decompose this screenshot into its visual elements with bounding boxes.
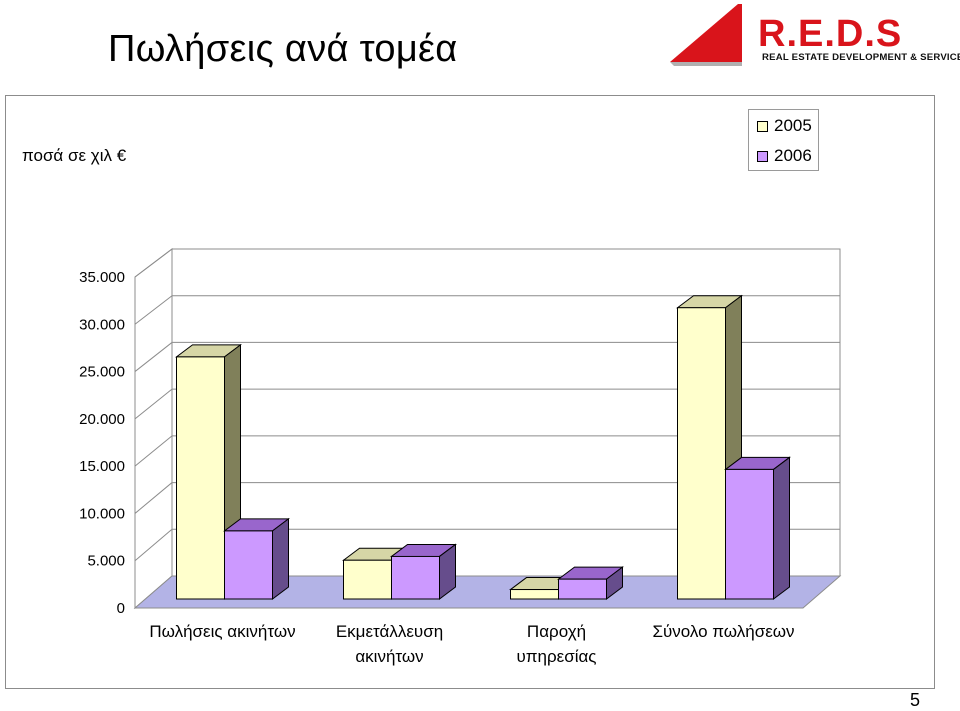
page-title: Πωλήσεις ανά τομέα (108, 28, 458, 70)
bar-2006-0 (224, 530, 273, 600)
gridline-side (134, 435, 173, 467)
x-category-label: Παροχή (527, 622, 586, 641)
gridline-side (134, 482, 173, 514)
bar-2006-3 (725, 468, 774, 600)
x-category-label: Σύνολο πωλήσεων (652, 622, 794, 641)
svg-text:REAL ESTATE DEVELOPMENT & SERV: REAL ESTATE DEVELOPMENT & SERVICES (762, 52, 960, 63)
logo-lettering: R.E.D.S REAL ESTATE DEVELOPMENT & SERVIC… (758, 13, 960, 63)
bar-side-2006-3 (773, 456, 790, 600)
chart-frame (5, 95, 935, 689)
reds-logo: R.E.D.S REAL ESTATE DEVELOPMENT & SERVIC… (670, 2, 960, 68)
y-tick-label: 0 (117, 600, 125, 617)
gridline-side (134, 342, 173, 372)
y-tick-label: 30.000 (79, 316, 125, 333)
legend-label-2005: 2005 (774, 116, 812, 135)
bar-2006-1 (391, 555, 440, 600)
x-category-label: Πωλήσεις ακινήτων (149, 622, 295, 641)
bar-2006-2 (558, 578, 607, 600)
gridline-side (134, 295, 173, 325)
legend-label-2006: 2006 (774, 146, 812, 165)
y-tick-label: 5.000 (87, 553, 125, 570)
logo-red-triangle (670, 4, 742, 62)
svg-text:R.E.D.S: R.E.D.S (758, 13, 902, 55)
y-tick-label: 20.000 (79, 411, 125, 428)
y-tick-label: 10.000 (79, 505, 125, 522)
x-category-label: υπηρεσίας (516, 647, 596, 666)
legend-swatch-2005 (757, 120, 768, 132)
legend-item-2005: 2005 (757, 116, 812, 136)
x-category-label: ακινήτων (355, 647, 423, 666)
legend-swatch-2006 (757, 150, 768, 162)
chart-floor (133, 575, 842, 609)
chart-side-wall (134, 247, 173, 610)
bar-2005-3 (677, 307, 726, 600)
gridline-side (134, 388, 173, 420)
bar-2005-1 (343, 559, 392, 600)
gridline-side (134, 248, 173, 278)
legend-item-2006: 2006 (757, 146, 812, 166)
y-tick-label: 15.000 (79, 458, 125, 475)
bar-side-2006-0 (272, 517, 289, 600)
bar-2005-0 (176, 356, 225, 600)
gridline-side (134, 528, 173, 562)
y-tick-label: 25.000 (79, 364, 125, 381)
x-category-label: Εκμετάλλευση (336, 622, 443, 641)
page-number: 5 (910, 690, 921, 710)
bar-2005-2 (510, 589, 559, 600)
units-label: ποσά σε χιλ € (22, 146, 127, 165)
chart-legend: 2005 2006 (748, 109, 819, 171)
y-tick-label: 35.000 (79, 269, 125, 286)
